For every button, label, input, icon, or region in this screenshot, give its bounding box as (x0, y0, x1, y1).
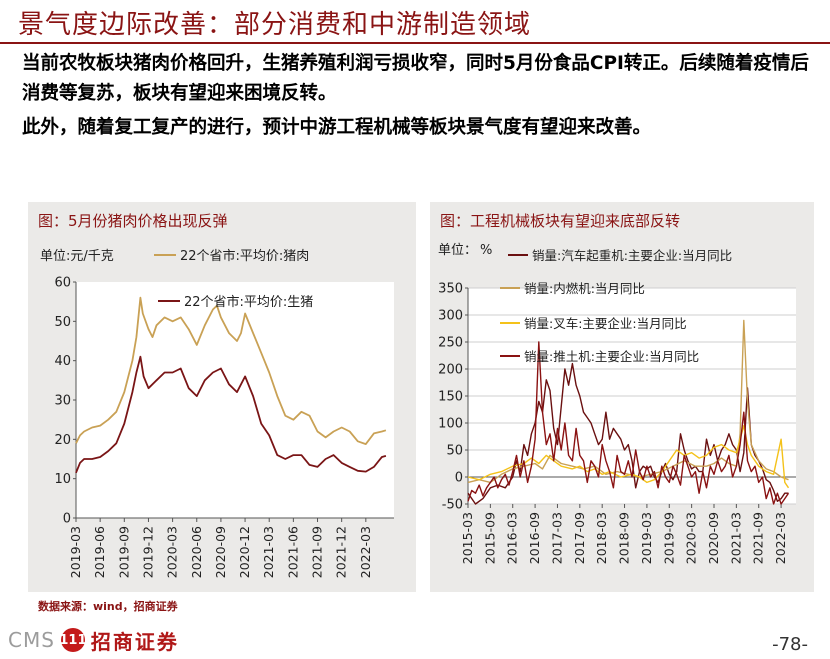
y-tick-label: 50 (54, 315, 71, 330)
y-tick-label: 200 (438, 363, 463, 378)
x-tick-label: 2015-09 (482, 512, 497, 564)
legend-label: 销量:叉车:主要企业:当月同比 (524, 316, 687, 331)
plot-area (76, 282, 394, 518)
x-tick-label: 2019-09 (116, 526, 131, 578)
x-tick-label: 2020-03 (684, 512, 699, 564)
x-tick-label: 2016-03 (505, 512, 520, 564)
x-tick-label: 2019-03 (68, 526, 83, 578)
unit-symbol: % (480, 243, 492, 258)
x-tick-label: 2019-09 (661, 512, 676, 564)
x-tick-label: 2020-09 (213, 526, 228, 578)
y-tick-label: 250 (438, 336, 463, 351)
y-tick-label: -50 (442, 498, 463, 513)
data-source: 数据来源：wind，招商证券 (38, 600, 178, 613)
x-tick-label: 2017-09 (572, 512, 587, 564)
x-tick-label: 2019-03 (639, 512, 654, 564)
y-tick-label: 50 (446, 444, 463, 459)
logo-company-name: 招商证券 (90, 629, 179, 654)
machinery-sales-chart: -50 0 50 100 150 200 250 300 350 2015-03 2015-09 20… (438, 243, 796, 564)
x-tick-label: 2021-06 (285, 526, 300, 578)
y-tick-label: 0 (63, 512, 71, 527)
y-tick-label: 100 (438, 417, 463, 432)
y-tick-label: 30 (54, 394, 71, 409)
x-tick-label: 2022-03 (773, 512, 788, 564)
x-tick-label: 2021-03 (261, 526, 276, 578)
machinery-sales-chart-panel: 图：工程机械板块有望迎来底部反转 -50 0 50 100 150 200 250 300 35… (430, 202, 814, 592)
unit-label: 单位： (438, 243, 477, 258)
company-logo: CMS 111 招商证券 (8, 626, 179, 654)
logo-badge-icon: 111 (59, 628, 87, 652)
x-tick-label: 2018-03 (594, 512, 609, 564)
y-tick-label: 60 (54, 276, 71, 291)
x-tick-label: 2019-12 (140, 526, 155, 578)
legend-label: 22个省市:平均价:猪肉 (180, 248, 309, 264)
x-tick-label: 2022-03 (358, 526, 373, 578)
legend-label: 22个省市:平均价:生猪 (184, 294, 313, 310)
x-tick-label: 2020-03 (165, 526, 180, 578)
machinery-chart-title: 图：工程机械板块有望迎来底部反转 (440, 212, 681, 230)
x-tick-label: 2021-12 (334, 526, 349, 578)
series-line-1 (75, 296, 387, 445)
title-divider (0, 42, 830, 44)
x-tick-label: 2019-06 (92, 526, 107, 578)
slide-title: 景气度边际改善：部分消费和中游制造领域 (18, 10, 532, 40)
x-tick-label: 2021-03 (728, 512, 743, 564)
x-tick-label: 2020-09 (706, 512, 721, 564)
unit-label: 单位:元/千克 (40, 249, 114, 264)
page-number: -78- (772, 634, 808, 655)
series-line-3 (467, 425, 790, 489)
y-tick-label: 10 (54, 472, 71, 487)
pork-price-chart: 0 10 20 30 40 50 60 2019-03 2019-06 2019-09 2019-1… (40, 248, 394, 578)
x-tick-label: 2021-09 (751, 512, 766, 564)
x-tick-label: 2021-09 (310, 526, 325, 578)
x-tick-label: 2020-12 (237, 526, 252, 578)
x-tick-label: 2016-09 (527, 512, 542, 564)
summary-paragraph-2: 此外，随着复工复产的进行，预计中游工程机械等板块景气度有望迎来改善。 (22, 117, 652, 138)
x-tick-label: 2015-03 (460, 512, 475, 564)
logo-cms-text: CMS (8, 628, 55, 652)
summary-paragraph-1: 当前农牧板块猪肉价格回升，生猪养殖利润亏损收窄，同时5月份食品CPI转正。后续随… (22, 53, 809, 104)
x-tick-label: 2017-03 (549, 512, 564, 564)
y-tick-label: 20 (54, 433, 71, 448)
pork-chart-title: 图：5月份猪肉价格出现反弹 (38, 212, 228, 230)
y-tick-label: 350 (438, 282, 463, 297)
x-tick-label: 2018-09 (617, 512, 632, 564)
pork-price-chart-panel: 图：5月份猪肉价格出现反弹 0 10 20 30 40 50 60 2019-03 2019-0… (28, 202, 416, 592)
y-tick-label: 150 (438, 390, 463, 405)
series-line-4 (467, 341, 790, 505)
y-tick-label: 300 (438, 309, 463, 324)
x-tick-label: 2020-06 (189, 526, 204, 578)
legend-label: 销量:推土机:主要企业:当月同比 (524, 349, 699, 364)
series-line-2 (467, 319, 789, 484)
series-line-2 (75, 355, 387, 474)
y-tick-label: 40 (54, 354, 71, 369)
legend-label: 销量:内燃机:当月同比 (524, 281, 645, 296)
y-tick-label: 0 (455, 471, 463, 486)
legend-label: 销量:汽车起重机:主要企业:当月同比 (532, 248, 732, 263)
